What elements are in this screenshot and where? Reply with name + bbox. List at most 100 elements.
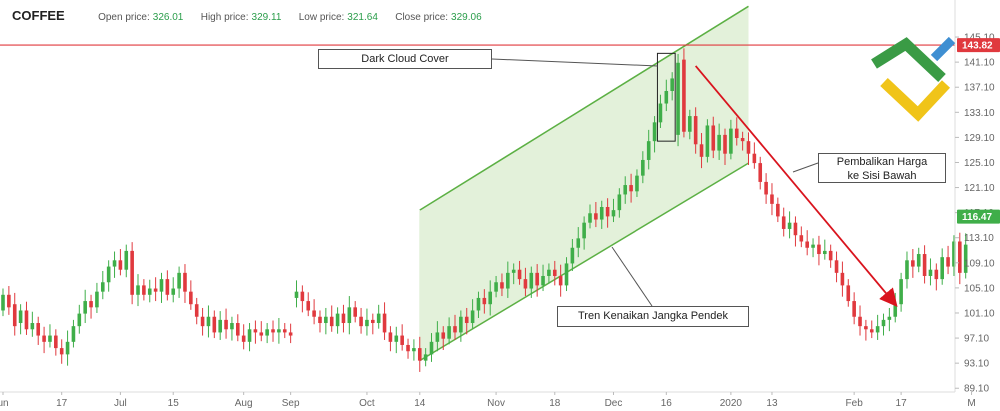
candle-up [547, 269, 551, 276]
candle-down [212, 316, 217, 333]
candle-up [599, 207, 604, 220]
candle-down [353, 307, 357, 317]
candle-down [834, 260, 839, 273]
candle-down [259, 332, 264, 336]
candle-down [406, 344, 410, 352]
candle-up [588, 213, 592, 223]
resistance-price-badge [957, 38, 1000, 53]
resistance-price-badge-label: 143.82 [962, 41, 993, 52]
candle-up [729, 128, 733, 154]
candle-up [893, 304, 898, 317]
x-tick-label: 2020 [720, 398, 743, 409]
candle-up [206, 316, 211, 327]
candle-up [277, 329, 281, 333]
candle-down [382, 313, 387, 333]
candle-up [787, 222, 792, 229]
candle-down [400, 335, 404, 345]
x-tick-label: 17 [896, 398, 908, 409]
price-header: COFFEE Open price: 326.01 High price: 329.… [12, 8, 482, 23]
candle-down [464, 316, 469, 324]
candle-up [529, 272, 534, 289]
candle-up [564, 263, 569, 286]
candles [1, 48, 968, 372]
candle-up [294, 291, 299, 298]
candle-down [817, 244, 821, 255]
candle-up [394, 335, 399, 342]
y-tick-label: 105.10 [964, 283, 995, 294]
x-tick-label: un [0, 398, 9, 409]
overlay [0, 44, 955, 307]
candle-up [641, 159, 645, 176]
candle-up [171, 288, 176, 295]
candle-down [417, 348, 422, 361]
candle-up [112, 260, 117, 267]
y-tick-label: 101.10 [964, 308, 995, 319]
y-axis: 145.10 141.10 137.10 133.10 129.10 125.10 121.… [954, 0, 1000, 395]
candle-up [412, 348, 416, 352]
candle-down [793, 222, 798, 236]
candle-up [30, 323, 35, 330]
candle-down [869, 329, 874, 333]
candle-down [758, 163, 763, 182]
y-tick-label: 141.10 [964, 58, 995, 69]
candle-down [12, 304, 17, 327]
candle-up [95, 291, 99, 308]
candle-down [312, 310, 316, 317]
close-value: 329.06 [451, 12, 482, 23]
y-tick-label: 145.10 [964, 33, 995, 44]
candle-down [189, 291, 193, 305]
candle-down [165, 279, 170, 295]
candle-down [59, 348, 64, 355]
x-tick-label: Oct [359, 398, 375, 409]
low-label: Low price: [298, 12, 345, 23]
x-tick-label: 16 [661, 398, 673, 409]
candle-down [142, 285, 146, 295]
candle-up [177, 272, 181, 289]
candle-up [347, 307, 352, 324]
low-value: 321.64 [347, 12, 378, 23]
candle-down [776, 203, 780, 217]
candle-down [558, 275, 563, 286]
candle-up [582, 222, 586, 239]
candle-down [300, 291, 305, 302]
candle-down [241, 335, 246, 342]
candle-up [476, 297, 481, 311]
candle-down [682, 59, 686, 132]
x-axis: un 17 Jul 15 Aug Sep Oct 14 Nov 18 Dec 16 2020 13 Feb 1… [0, 392, 976, 409]
x-tick-label: 15 [168, 398, 180, 409]
candle-down [517, 269, 522, 280]
candle-down [224, 319, 228, 330]
logo-yellow-chevron [880, 77, 951, 122]
candle-down [341, 313, 346, 324]
candle-up [470, 310, 475, 324]
candle-down [54, 335, 58, 349]
candle-up [230, 323, 234, 330]
reversal-leader-line [792, 162, 819, 173]
x-tick-label: Feb [846, 398, 864, 409]
candle-up [124, 250, 129, 270]
candle-down [183, 272, 187, 292]
reversal-annotation-line2: ke Sisi Bawah [847, 170, 917, 182]
trend-annotation: Tren Kenaikan Jangka Pendek [557, 306, 749, 327]
candle-up [324, 316, 328, 324]
candle-down [118, 260, 123, 270]
candle-up [218, 319, 222, 333]
candle-up [705, 125, 710, 157]
x-tick-label: M [967, 398, 975, 409]
pattern-box [656, 52, 676, 142]
brand-logo [871, 36, 956, 122]
candle-up [265, 329, 269, 336]
y-tick-label: 109.10 [964, 258, 995, 269]
candle-up [940, 257, 944, 280]
candle-up [541, 275, 545, 286]
candle-up [65, 341, 70, 355]
y-tick-label: 121.10 [964, 183, 995, 194]
candle-down [740, 138, 745, 142]
candle-down [805, 241, 809, 248]
candle-down [236, 323, 240, 336]
candle-up [664, 90, 669, 104]
candle-up [247, 329, 252, 342]
candle-up [676, 62, 680, 135]
